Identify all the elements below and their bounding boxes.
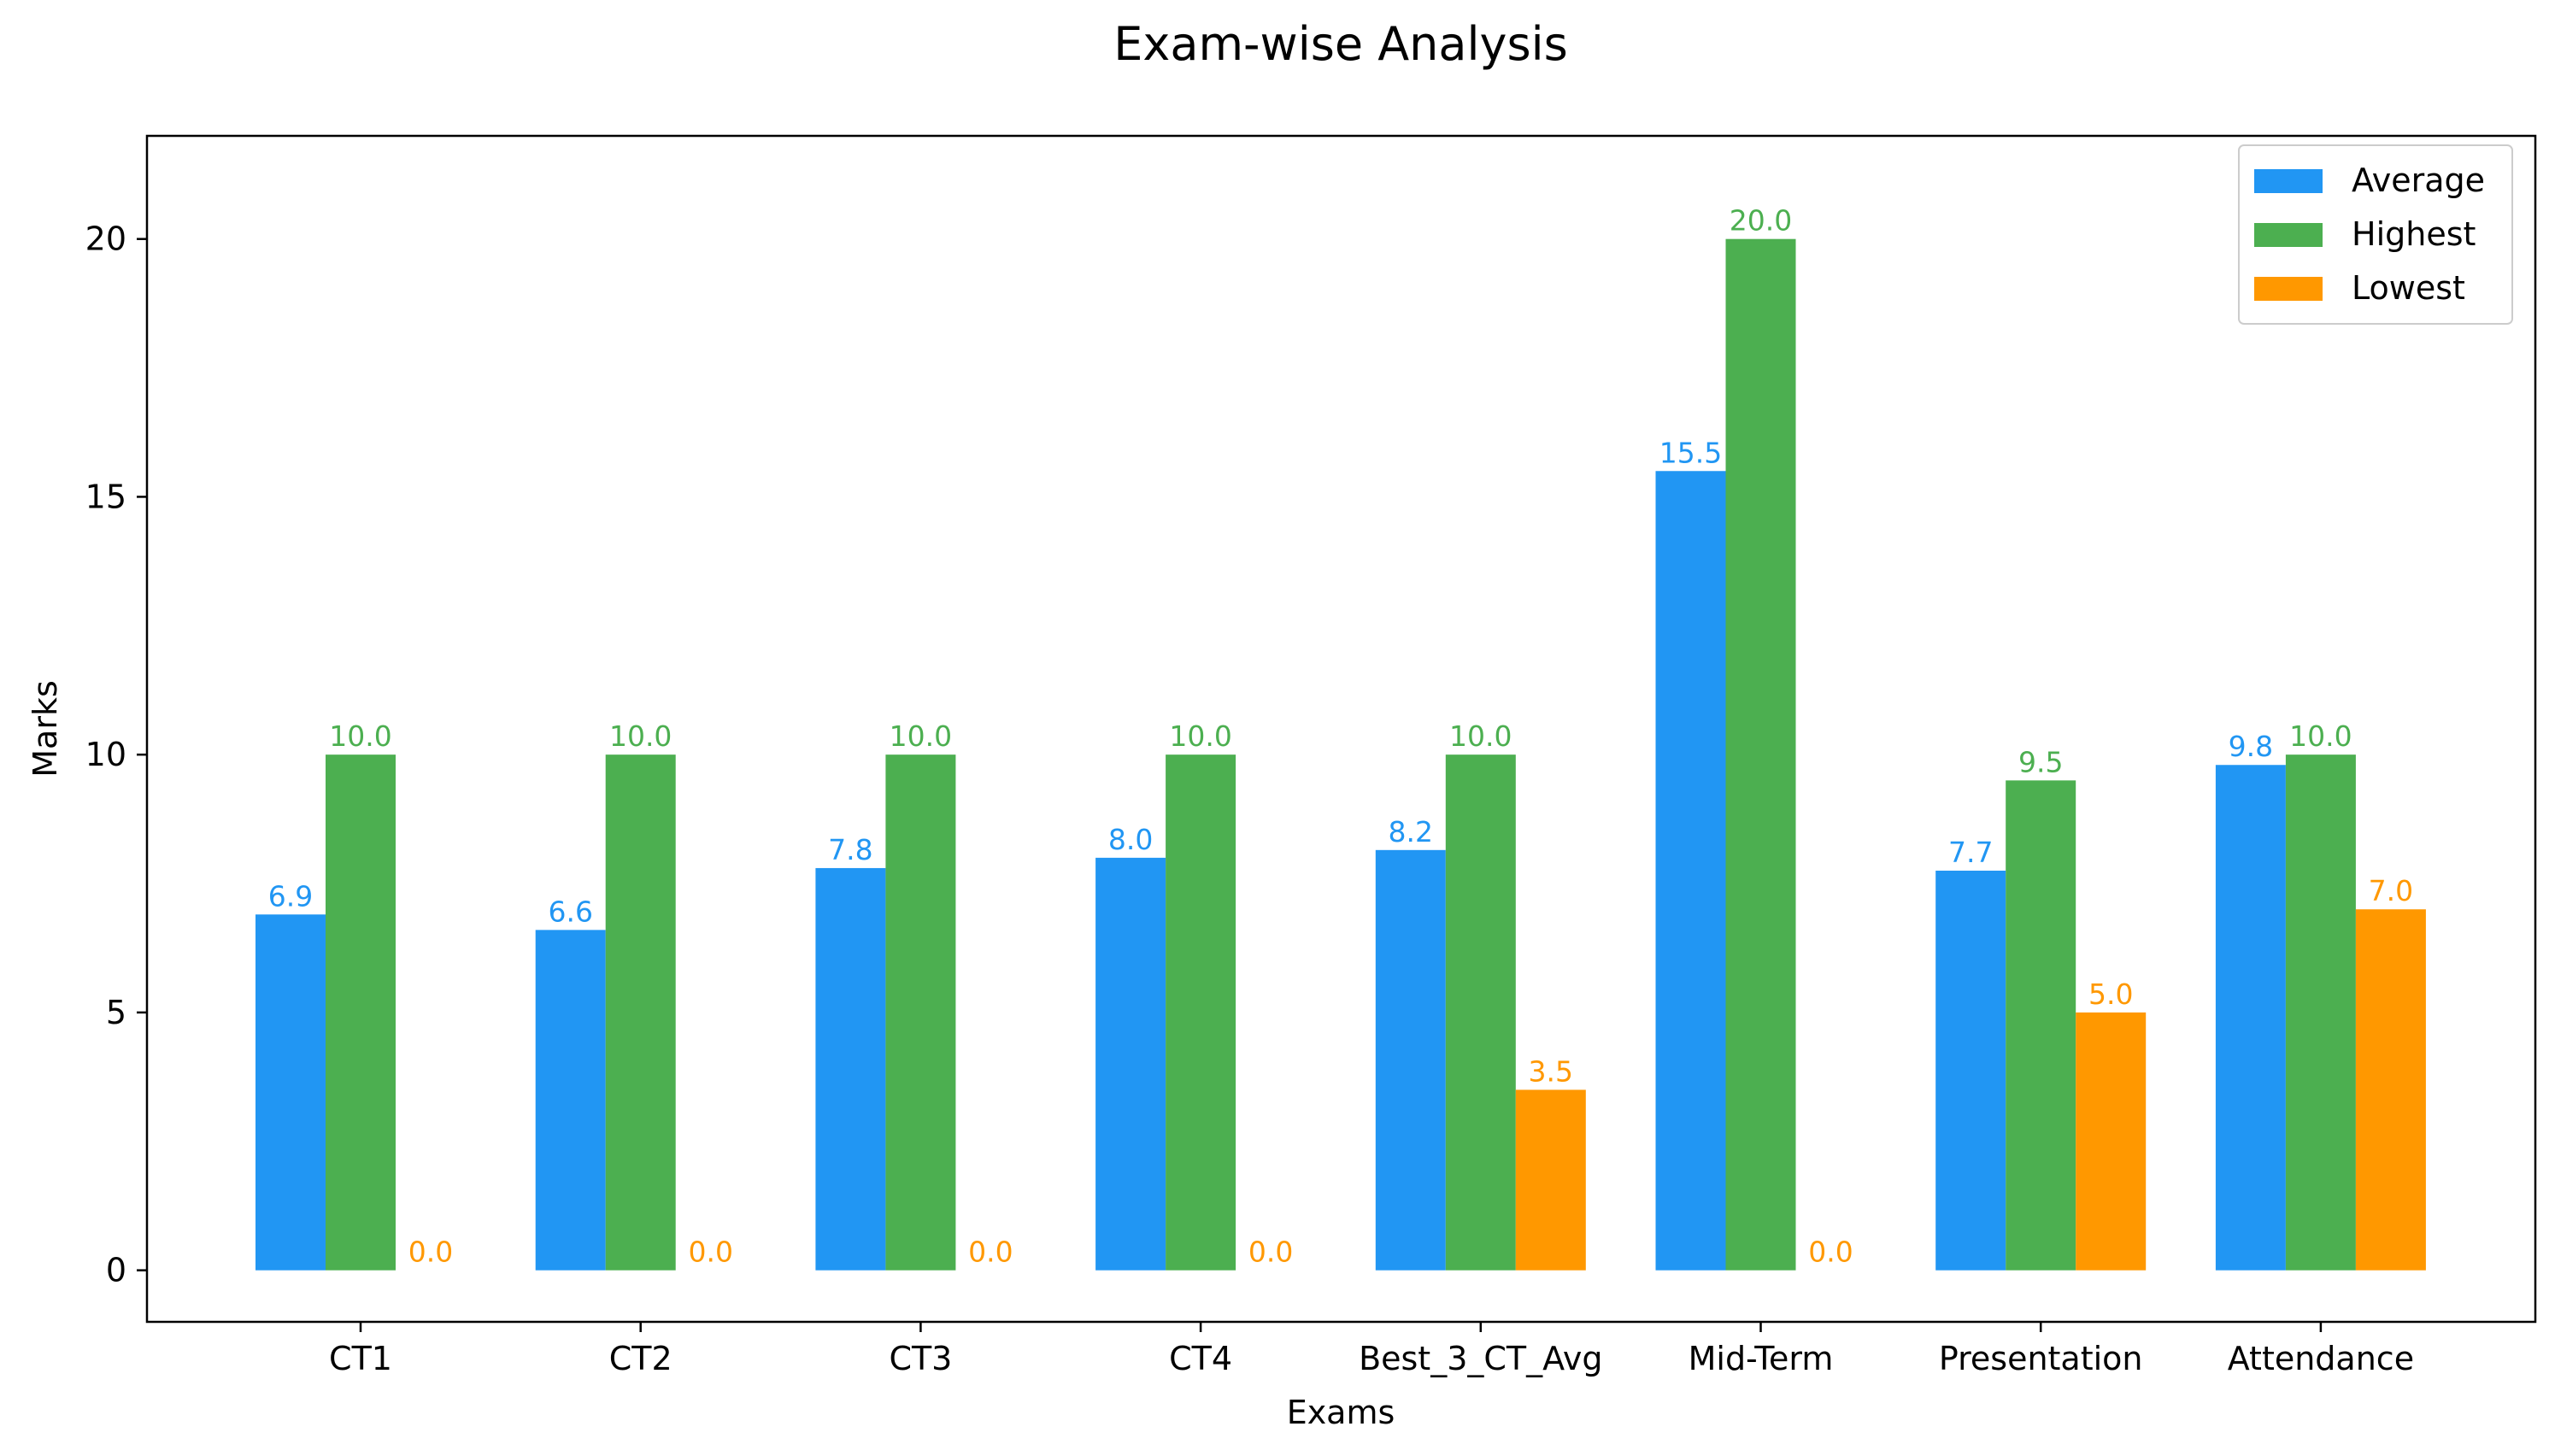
bar-label-highest: 10.0 (1169, 719, 1231, 753)
bar-label-highest: 10.0 (609, 719, 672, 753)
bar-label-average: 7.7 (1948, 836, 1993, 869)
bar-highest (2285, 754, 2356, 1271)
y-tick-label: 0 (106, 1252, 126, 1289)
bar-lowest (2355, 909, 2426, 1271)
bar-label-average: 7.8 (828, 833, 872, 866)
bar-highest (885, 754, 956, 1271)
bar-label-lowest: 0.0 (408, 1236, 453, 1269)
bar-label-lowest: 0.0 (688, 1236, 732, 1269)
bar-label-lowest: 5.0 (2088, 978, 2133, 1011)
bars-layer (256, 238, 2426, 1271)
y-tick-label: 10 (85, 736, 126, 773)
x-tick-label: CT2 (609, 1340, 673, 1377)
bar-average (1095, 857, 1166, 1271)
bar-label-average: 6.6 (548, 895, 592, 928)
bar-label-highest: 10.0 (329, 719, 391, 753)
bar-lowest (1515, 1089, 1586, 1271)
y-tick-label: 20 (85, 220, 126, 258)
bar-average (2215, 765, 2286, 1271)
legend-label-average: Average (2352, 161, 2485, 199)
legend: Average Highest Lowest (2238, 144, 2513, 325)
bar-label-average: 8.0 (1108, 823, 1153, 856)
bar-label-lowest: 7.0 (2369, 874, 2413, 907)
bar-highest (605, 754, 676, 1271)
bar-label-lowest: 3.5 (1529, 1054, 1573, 1088)
bar-label-highest: 10.0 (890, 719, 952, 753)
bar-highest (1445, 754, 1516, 1271)
bar-lowest (2076, 1012, 2147, 1271)
x-tick-label: CT3 (889, 1340, 952, 1377)
bar-highest (2006, 780, 2076, 1271)
bar-average (1935, 870, 2006, 1271)
bar-label-lowest: 0.0 (968, 1236, 1013, 1269)
bar-highest (326, 754, 396, 1271)
bar-label-highest: 10.0 (1449, 719, 1512, 753)
bar-highest (1166, 754, 1236, 1271)
bar-label-lowest: 0.0 (1248, 1236, 1293, 1269)
bar-average (1375, 849, 1446, 1271)
chart-title: Exam-wise Analysis (1113, 17, 1567, 71)
bar-average (535, 930, 606, 1271)
bar-label-average: 6.9 (268, 879, 313, 913)
legend-swatch-highest (2254, 223, 2323, 247)
bar-label-highest: 9.5 (2018, 745, 2063, 778)
bar-label-average: 8.2 (1389, 815, 1433, 848)
bar-labels-layer: 6.9 6.6 7.8 8.0 8.2 15.5 7.7 9.8 10.0 10.0 10.0 10.… (268, 204, 2413, 1269)
x-axis-label: Exams (1287, 1394, 1395, 1431)
bar-label-average: 15.5 (1659, 436, 1722, 469)
y-tick-label: 5 (106, 994, 126, 1031)
y-axis-label: Marks (26, 680, 64, 778)
legend-swatch-lowest (2254, 277, 2323, 301)
legend-label-lowest: Lowest (2352, 269, 2465, 307)
bar-average (1655, 471, 1726, 1271)
legend-swatch-average (2254, 169, 2323, 193)
bar-label-highest: 20.0 (1730, 204, 1792, 238)
plot-frame (145, 134, 2537, 1324)
x-tick-label: Presentation (1939, 1340, 2143, 1377)
legend-label-highest: Highest (2352, 215, 2476, 253)
bar-label-lowest: 0.0 (1808, 1236, 1853, 1269)
x-tick-label: Mid-Term (1689, 1340, 1834, 1377)
axes-layer: CT1 CT2 CT3 CT4 Best_3_CT_Avg Mid-Term Present… (85, 220, 2414, 1377)
bar-average (256, 914, 326, 1271)
bar-label-highest: 10.0 (2289, 719, 2352, 753)
bar-label-average: 9.8 (2229, 730, 2273, 763)
bar-average (815, 867, 886, 1271)
x-tick-label: Best_3_CT_Avg (1359, 1340, 1602, 1377)
x-tick-label: Attendance (2228, 1340, 2414, 1377)
bar-highest (1725, 238, 1796, 1271)
y-tick-label: 15 (85, 478, 126, 515)
x-tick-label: CT4 (1169, 1340, 1232, 1377)
x-tick-label: CT1 (329, 1340, 392, 1377)
